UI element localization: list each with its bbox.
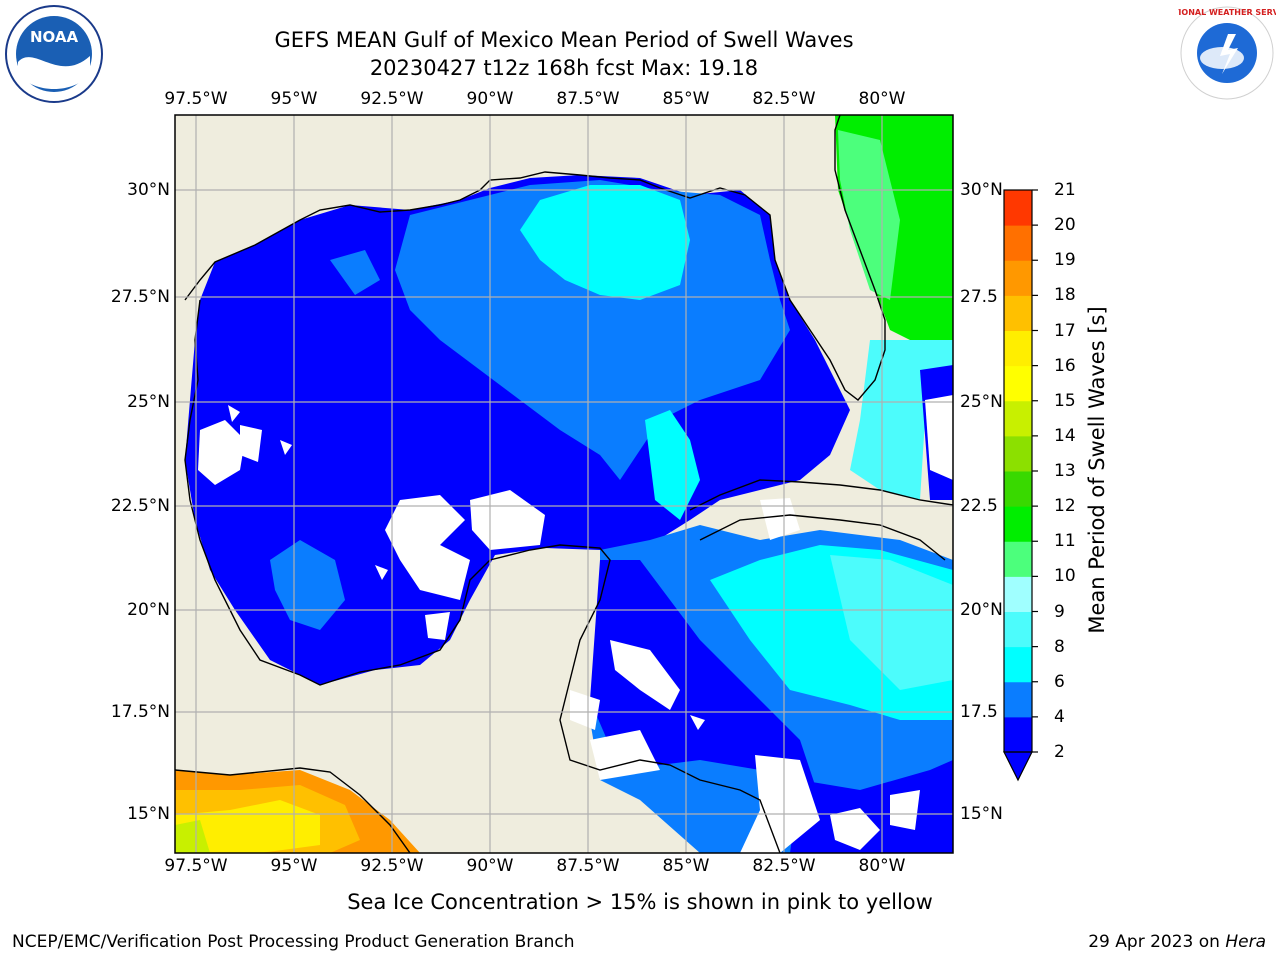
colorbar-tick-label: 20 [1054, 215, 1076, 236]
gulf-west-medium [270, 540, 345, 630]
lon-label-bottom: 82.5°W [752, 856, 816, 876]
lon-label-top: 87.5°W [556, 89, 620, 109]
colorbar [1003, 189, 1038, 782]
colorbar-tick-label: 4 [1054, 706, 1065, 727]
gulf-cyan-north [520, 185, 690, 300]
lat-label-right: 22.5 [960, 496, 998, 516]
lat-label-right: 17.5 [960, 702, 998, 722]
lat-label-left: 15°N [127, 804, 170, 824]
lon-label-bottom: 95°W [270, 856, 318, 876]
lon-label-bottom: 87.5°W [556, 856, 620, 876]
lon-label-top: 90°W [466, 89, 514, 109]
colorbar-segment [1004, 260, 1032, 296]
pacific-bright-yellow [175, 800, 320, 853]
lat-label-left: 25°N [127, 392, 170, 412]
colorbar-segment [1004, 471, 1032, 507]
noaa-logo: NOAA [5, 5, 103, 103]
colorbar-tick-label: 11 [1054, 531, 1076, 552]
footer-host: Hera [1225, 932, 1266, 952]
colorbar-segment [1004, 295, 1032, 331]
colorbar-tick-label: 18 [1054, 285, 1076, 306]
lon-label-top: 95°W [270, 89, 318, 109]
colorbar-tick-label: 13 [1054, 461, 1076, 481]
colorbar-tick-label: 19 [1054, 250, 1076, 271]
colorbar-tick-label: 16 [1054, 355, 1076, 376]
colorbar-segment [1004, 225, 1032, 261]
pacific-lime [175, 820, 210, 853]
caribbean-deep [590, 560, 820, 800]
lat-label-right: 30°N [960, 180, 1003, 200]
colorbar-tick-label: 6 [1054, 671, 1065, 692]
footer-date-text: 29 Apr 2023 on [1088, 932, 1226, 952]
nws-logo: NATIONAL WEATHER SERVICE [1178, 6, 1276, 100]
colorbar-title: Mean Period of Swell Waves [s] [1085, 306, 1109, 634]
caribbean-light-cyan [830, 555, 953, 690]
graticule [175, 115, 953, 853]
lon-label-top: 82.5°W [752, 89, 816, 109]
colorbar-segment [1004, 541, 1032, 577]
colorbar-segment [1004, 435, 1032, 472]
map-title-line2: 20230427 t12z 168h fcst Max: 19.18 [369, 56, 759, 80]
lon-label-top: 80°W [858, 89, 906, 109]
lon-label-bottom: 80°W [858, 856, 906, 876]
colorbar-segment [1004, 611, 1032, 648]
colorbar-tick-label: 17 [1054, 320, 1076, 341]
colorbar-tick-label: 12 [1054, 496, 1076, 517]
colorbar-segment [1004, 190, 1032, 226]
lat-label-right: 27.5 [960, 287, 998, 307]
lat-label-right: 15°N [960, 804, 1003, 824]
colorbar-segment [1004, 681, 1032, 718]
lat-label-right: 25°N [960, 392, 1003, 412]
lat-label-left: 27.5°N [110, 287, 170, 307]
lat-label-right: 20°N [960, 600, 1003, 620]
map-title-line1: GEFS MEAN Gulf of Mexico Mean Period of … [274, 28, 854, 52]
colorbar-tick-label: 15 [1054, 390, 1076, 411]
atlantic-light-green [838, 130, 900, 300]
colorbar-tick-label: 8 [1054, 636, 1065, 657]
noaa-logo-text: NOAA [30, 28, 79, 46]
footer-date: 29 Apr 2023 on Hera [1088, 932, 1266, 952]
lon-label-bottom: 92.5°W [360, 856, 424, 876]
lon-label-top: 85°W [662, 89, 710, 109]
gulf-west-medium-2 [330, 250, 380, 295]
lat-label-left: 20°N [127, 600, 170, 620]
lon-label-bottom: 97.5°W [164, 856, 228, 876]
svg-text:NATIONAL WEATHER SERVICE: NATIONAL WEATHER SERVICE [1178, 8, 1276, 17]
footer-credit: NCEP/EMC/Verification Post Processing Pr… [12, 932, 575, 952]
gulf-medium-band [395, 180, 790, 480]
colorbar-segment [1004, 365, 1032, 402]
map-frame [174, 114, 954, 854]
colorbar-tick-label: 2 [1054, 742, 1065, 762]
lon-label-top: 92.5°W [360, 89, 424, 109]
colorbar-tick-label: 9 [1054, 601, 1065, 622]
lon-label-bottom: 90°W [466, 856, 514, 876]
colorbar-tick-label: 10 [1054, 566, 1076, 587]
colorbar-segment [1004, 716, 1032, 753]
lon-label-bottom: 85°W [662, 856, 710, 876]
colorbar-tick-label: 14 [1054, 425, 1076, 446]
colorbar-tick-label: 21 [1054, 180, 1076, 200]
lat-label-left: 30°N [127, 180, 170, 200]
colorbar-segment [1004, 330, 1032, 367]
coastlines [175, 115, 953, 853]
lat-label-left: 22.5°N [110, 496, 170, 516]
colorbar-segment [1004, 400, 1032, 437]
lat-label-left: 17.5°N [110, 702, 170, 722]
caribbean-deep-south [790, 760, 953, 853]
lon-label-top: 97.5°W [164, 89, 228, 109]
colorbar-segment [1004, 576, 1032, 612]
colorbar-segment [1004, 506, 1032, 542]
sea-ice-note: Sea Ice Concentration > 15% is shown in … [347, 890, 933, 914]
colorbar-under-triangle [1003, 751, 1033, 782]
colorbar-segment [1004, 646, 1032, 683]
